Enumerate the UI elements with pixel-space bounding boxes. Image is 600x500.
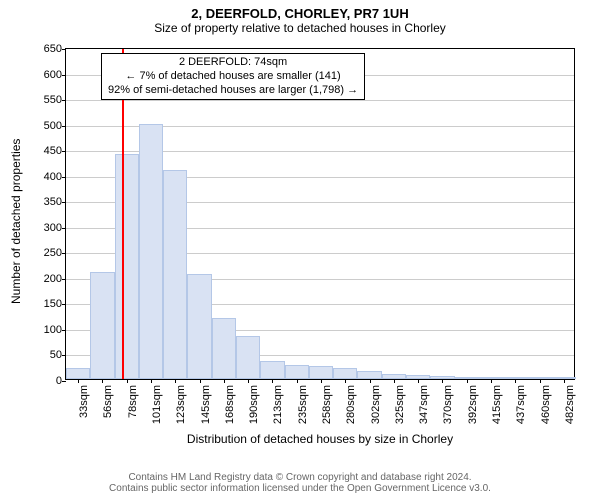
xtick-mark xyxy=(248,379,249,383)
histogram-bar xyxy=(187,274,211,379)
ytick-mark xyxy=(62,100,66,101)
xtick-label: 482sqm xyxy=(564,385,576,424)
xtick-mark xyxy=(321,379,322,383)
ytick-mark xyxy=(62,253,66,254)
xtick-label: 168sqm xyxy=(224,385,236,424)
ytick-mark xyxy=(62,381,66,382)
xtick-label: 415sqm xyxy=(491,385,503,424)
ytick-mark xyxy=(62,228,66,229)
histogram-bar xyxy=(309,366,333,379)
histogram-bar xyxy=(260,361,284,379)
xtick-label: 213sqm xyxy=(272,385,284,424)
histogram-chart: 0501001502002503003504004505005506006503… xyxy=(65,48,575,380)
xtick-label: 145sqm xyxy=(200,385,212,424)
ytick-mark xyxy=(62,151,66,152)
xtick-label: 56sqm xyxy=(102,385,114,418)
annotation-line: ← 7% of detached houses are smaller (141… xyxy=(108,70,358,84)
histogram-bar xyxy=(236,336,260,379)
chart-title: 2, DEERFOLD, CHORLEY, PR7 1UH xyxy=(0,0,600,21)
histogram-bar xyxy=(115,154,139,379)
xtick-mark xyxy=(102,379,103,383)
xtick-mark xyxy=(418,379,419,383)
xtick-mark xyxy=(442,379,443,383)
ytick-mark xyxy=(62,75,66,76)
xtick-label: 280sqm xyxy=(345,385,357,424)
chart-subtitle: Size of property relative to detached ho… xyxy=(0,21,600,35)
footer-line-2: Contains public sector information licen… xyxy=(0,483,600,494)
histogram-bar xyxy=(212,318,236,379)
xtick-mark xyxy=(467,379,468,383)
xtick-mark xyxy=(151,379,152,383)
xtick-label: 302sqm xyxy=(370,385,382,424)
xtick-mark xyxy=(394,379,395,383)
xtick-label: 78sqm xyxy=(127,385,139,418)
histogram-bar xyxy=(357,371,381,379)
xtick-label: 33sqm xyxy=(78,385,90,418)
histogram-bar xyxy=(333,368,357,379)
annotation-line: 92% of semi-detached houses are larger (… xyxy=(108,84,358,98)
annotation-line: 2 DEERFOLD: 74sqm xyxy=(108,56,358,70)
ytick-mark xyxy=(62,304,66,305)
histogram-bar xyxy=(163,170,187,379)
xtick-label: 460sqm xyxy=(540,385,552,424)
xtick-mark xyxy=(78,379,79,383)
xtick-mark xyxy=(540,379,541,383)
xtick-label: 392sqm xyxy=(467,385,479,424)
histogram-bar xyxy=(139,124,163,379)
ytick-mark xyxy=(62,49,66,50)
xtick-label: 258sqm xyxy=(321,385,333,424)
xtick-label: 123sqm xyxy=(175,385,187,424)
xtick-mark xyxy=(272,379,273,383)
xtick-mark xyxy=(127,379,128,383)
ytick-mark xyxy=(62,330,66,331)
histogram-bar xyxy=(285,365,309,379)
histogram-bar xyxy=(66,368,90,379)
xtick-mark xyxy=(200,379,201,383)
ytick-mark xyxy=(62,126,66,127)
xtick-label: 101sqm xyxy=(151,385,163,424)
xtick-mark xyxy=(491,379,492,383)
footer: Contains HM Land Registry data © Crown c… xyxy=(0,472,600,494)
xtick-mark xyxy=(564,379,565,383)
xtick-label: 347sqm xyxy=(418,385,430,424)
xtick-label: 370sqm xyxy=(442,385,454,424)
ytick-mark xyxy=(62,355,66,356)
xtick-mark xyxy=(175,379,176,383)
ytick-mark xyxy=(62,202,66,203)
xtick-label: 235sqm xyxy=(297,385,309,424)
ytick-mark xyxy=(62,279,66,280)
xtick-mark xyxy=(370,379,371,383)
footer-line-1: Contains HM Land Registry data © Crown c… xyxy=(0,472,600,483)
histogram-bar xyxy=(90,272,114,379)
xtick-mark xyxy=(224,379,225,383)
xtick-mark xyxy=(345,379,346,383)
xtick-mark xyxy=(297,379,298,383)
xtick-label: 325sqm xyxy=(394,385,406,424)
xtick-label: 437sqm xyxy=(515,385,527,424)
xtick-mark xyxy=(515,379,516,383)
xaxis-label: Distribution of detached houses by size … xyxy=(65,432,575,446)
xtick-label: 190sqm xyxy=(248,385,260,424)
ytick-mark xyxy=(62,177,66,178)
yaxis-label: Number of detached properties xyxy=(9,139,23,304)
annotation-box: 2 DEERFOLD: 74sqm← 7% of detached houses… xyxy=(101,53,365,100)
